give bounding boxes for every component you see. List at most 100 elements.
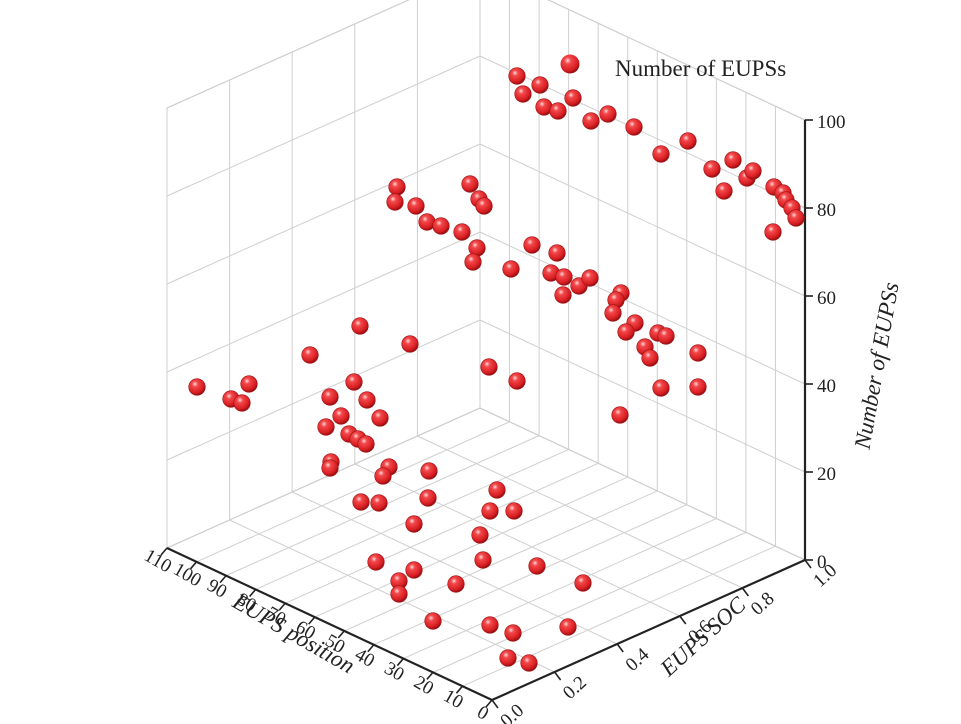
scatter-point	[488, 481, 506, 499]
scatter-point	[370, 494, 388, 512]
scatter-point	[188, 378, 206, 396]
y-tick	[741, 587, 750, 597]
x-tick	[426, 671, 434, 680]
grid-line	[291, 491, 618, 645]
grid-line	[166, 143, 481, 285]
scatter-point	[625, 118, 643, 136]
scatter-point	[514, 85, 532, 103]
z-tick-label: 80	[817, 200, 836, 221]
scatter-point	[453, 223, 471, 241]
x-axis-title: EUPS position	[228, 588, 359, 678]
scatter-point	[599, 105, 617, 123]
grid-line	[417, 435, 743, 589]
grid-line	[284, 462, 599, 604]
scatter-point	[617, 323, 635, 341]
scatter-point	[652, 145, 670, 163]
scatter-point	[604, 304, 622, 322]
x-tick	[308, 616, 316, 625]
scatter-point	[499, 649, 517, 667]
data-points	[188, 67, 805, 672]
grid-line	[314, 476, 628, 618]
scatter-point	[555, 268, 573, 286]
legend-label: Number of EUPSs	[615, 56, 786, 81]
y-tick-label: 0.8	[747, 588, 779, 619]
grid-line	[166, 0, 410, 109]
scatter-point	[371, 409, 389, 427]
x-tick-label: 0	[473, 702, 492, 724]
x-axis-line	[166, 547, 493, 701]
grid-line	[547, 0, 806, 121]
scatter-point	[461, 175, 479, 193]
scatter-point	[332, 407, 350, 425]
grid-line	[403, 518, 717, 660]
scatter-point	[574, 574, 592, 592]
scatter-point	[367, 553, 385, 571]
y-tick	[679, 615, 687, 625]
scatter-point	[432, 217, 450, 235]
scatter-point	[401, 335, 419, 353]
scatter-point	[405, 561, 423, 579]
scatter-point	[352, 493, 370, 511]
x-tick	[189, 561, 198, 570]
grid-lines	[166, 0, 806, 701]
scatter-point	[764, 223, 782, 241]
z-axis-title: Number of EUPSs	[849, 280, 903, 451]
z-tick-label: 60	[817, 288, 836, 309]
scatter-point	[523, 236, 541, 254]
scatter-point	[481, 502, 499, 520]
scatter-point	[321, 459, 339, 477]
y-axis-line	[491, 558, 806, 702]
x-tick	[278, 602, 286, 611]
scatter-point	[233, 394, 251, 412]
grid-line	[166, 231, 481, 373]
y-tick	[616, 643, 624, 653]
x-tick	[396, 658, 404, 667]
scatter-point	[357, 435, 375, 453]
scatter-point	[724, 151, 742, 169]
scatter-point	[508, 67, 526, 85]
scatter-point	[548, 244, 566, 262]
back-wall	[479, 0, 806, 561]
scatter-point	[419, 489, 437, 507]
scatter-point	[689, 378, 707, 396]
scatter-point	[480, 358, 498, 376]
scatter-point	[388, 178, 406, 196]
scatter-point	[405, 515, 423, 533]
scatter-point	[581, 269, 599, 287]
z-tick-label: 40	[817, 376, 836, 397]
y-tick	[491, 699, 499, 709]
axes	[166, 120, 807, 702]
scatter-point	[715, 182, 733, 200]
scatter-point	[345, 373, 363, 391]
scatter-point	[240, 375, 258, 393]
scatter-point	[657, 327, 675, 345]
y-tick	[553, 671, 562, 681]
grid-line	[196, 421, 510, 563]
scatter-point	[424, 612, 442, 630]
scatter-point	[520, 654, 538, 672]
x-tick	[219, 575, 227, 584]
scatter-point	[611, 406, 629, 424]
x-tick	[485, 699, 493, 708]
grid-line	[166, 319, 481, 461]
scatter-point	[481, 616, 499, 634]
legend-marker	[560, 54, 580, 74]
x-tick	[249, 588, 257, 597]
legend: Number of EUPSs	[560, 54, 786, 81]
scatter-point	[505, 502, 523, 520]
x-tick	[455, 685, 464, 694]
z-tick-label: 0	[817, 552, 827, 573]
scatter-point	[386, 193, 404, 211]
scatter-point	[407, 197, 425, 215]
scatter-point	[652, 379, 670, 397]
x-tick-label: 30	[381, 658, 408, 686]
scatter-point	[504, 624, 522, 642]
scatter-point	[787, 209, 805, 227]
grid-line	[354, 463, 681, 617]
scatter-point	[301, 346, 319, 364]
grid-line	[166, 55, 481, 197]
x-tick	[367, 644, 375, 653]
scatter-point	[358, 391, 376, 409]
x-tick-label: 20	[410, 672, 437, 700]
scatter-point	[475, 197, 493, 215]
